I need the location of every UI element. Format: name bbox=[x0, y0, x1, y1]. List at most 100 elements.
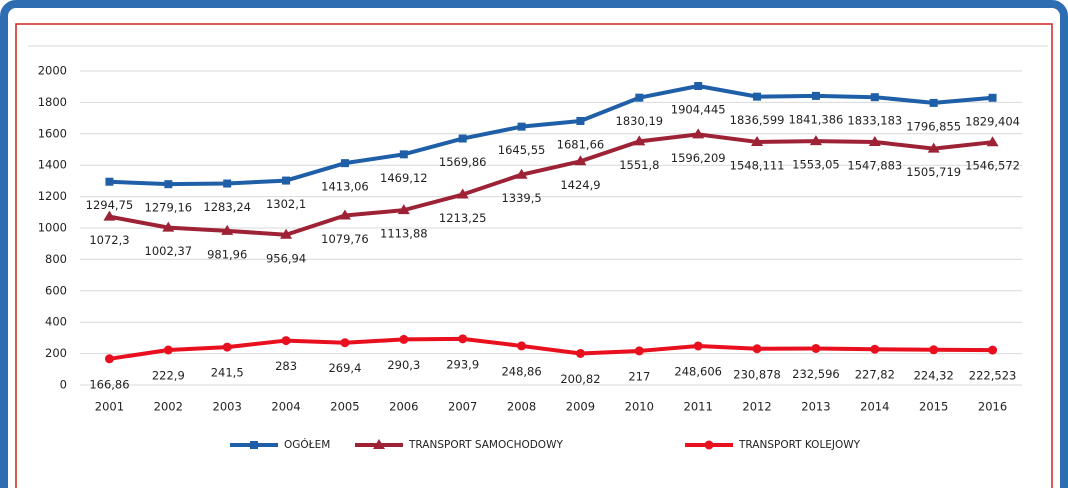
legend-label: TRANSPORT KOLEJOWY bbox=[738, 439, 861, 451]
inner-frame bbox=[15, 23, 1053, 488]
data-label: 217 bbox=[628, 369, 650, 383]
x-tick-label: 2010 bbox=[625, 400, 654, 414]
point bbox=[635, 93, 644, 102]
data-label: 1830,19 bbox=[616, 114, 664, 128]
data-label: 1833,183 bbox=[847, 114, 902, 128]
data-label: 1213,25 bbox=[439, 211, 487, 225]
data-label: 1547,883 bbox=[847, 158, 902, 172]
data-label: 248,86 bbox=[501, 364, 541, 378]
data-label: 230,878 bbox=[733, 367, 781, 381]
point bbox=[868, 135, 881, 146]
data-label: 1279,16 bbox=[145, 201, 193, 215]
x-tick-label: 2005 bbox=[330, 400, 359, 414]
x-tick-label: 2014 bbox=[860, 400, 889, 414]
data-label: 1548,111 bbox=[730, 158, 785, 172]
series-line bbox=[109, 132, 993, 237]
point bbox=[103, 210, 116, 221]
point bbox=[458, 134, 467, 143]
legend-label: OGÓŁEM bbox=[284, 438, 330, 451]
data-label: 1596,209 bbox=[671, 151, 726, 165]
point bbox=[515, 168, 528, 179]
point bbox=[929, 345, 939, 355]
data-label: 1553,05 bbox=[792, 158, 840, 172]
legend-marker bbox=[704, 440, 714, 450]
data-label: 1796,855 bbox=[906, 119, 961, 133]
data-label: 1002,37 bbox=[145, 244, 193, 258]
point bbox=[634, 346, 644, 356]
point bbox=[517, 341, 527, 351]
point bbox=[988, 345, 998, 355]
point bbox=[222, 342, 232, 352]
series-line bbox=[109, 84, 993, 187]
y-tick-label: 0 bbox=[60, 378, 67, 392]
data-label: 1424,9 bbox=[560, 178, 600, 192]
data-label: 1829,404 bbox=[965, 114, 1020, 128]
data-label: 956,94 bbox=[266, 251, 306, 265]
point bbox=[693, 341, 703, 351]
point bbox=[282, 176, 291, 185]
data-label: 290,3 bbox=[387, 358, 420, 372]
x-tick-label: 2013 bbox=[801, 400, 830, 414]
point bbox=[753, 92, 762, 101]
x-tick-label: 2011 bbox=[684, 400, 713, 414]
x-tick-label: 2004 bbox=[271, 400, 300, 414]
data-label: 1469,12 bbox=[380, 171, 428, 185]
y-tick-label: 600 bbox=[45, 283, 67, 297]
legend-label: TRANSPORT SAMOCHODOWY bbox=[408, 439, 563, 451]
y-tick-label: 200 bbox=[45, 346, 67, 360]
point bbox=[988, 93, 997, 102]
data-label: 227,82 bbox=[855, 368, 895, 382]
point bbox=[692, 128, 705, 139]
x-tick-label: 2003 bbox=[213, 400, 242, 414]
point bbox=[633, 135, 646, 146]
data-label: 1904,445 bbox=[671, 103, 726, 117]
point bbox=[809, 135, 822, 146]
data-label: 232,596 bbox=[792, 367, 840, 381]
point bbox=[870, 93, 879, 102]
point bbox=[986, 136, 999, 147]
data-label: 200,82 bbox=[560, 372, 600, 386]
point bbox=[280, 228, 293, 239]
data-label: 1546,572 bbox=[965, 159, 1020, 173]
point bbox=[870, 344, 880, 354]
x-tick-label: 2016 bbox=[978, 400, 1007, 414]
y-tick-label: 1400 bbox=[38, 158, 67, 172]
x-tick-label: 2009 bbox=[566, 400, 595, 414]
data-label: 981,96 bbox=[207, 247, 247, 261]
point bbox=[338, 209, 351, 220]
point bbox=[456, 188, 469, 199]
point bbox=[281, 336, 291, 346]
data-label: 1551,8 bbox=[619, 158, 659, 172]
point bbox=[399, 150, 408, 159]
legend-marker bbox=[373, 439, 385, 449]
point bbox=[221, 224, 234, 235]
x-tick-label: 2012 bbox=[742, 400, 771, 414]
data-label: 1113,88 bbox=[380, 227, 428, 241]
point bbox=[399, 334, 409, 344]
y-tick-label: 800 bbox=[45, 252, 67, 266]
data-label: 283 bbox=[275, 359, 297, 373]
point bbox=[104, 354, 114, 364]
x-tick-label: 2008 bbox=[507, 400, 536, 414]
data-label: 1413,06 bbox=[321, 180, 369, 194]
data-label: 222,523 bbox=[969, 369, 1017, 383]
y-tick-label: 1600 bbox=[38, 126, 67, 140]
data-label: 224,32 bbox=[914, 368, 954, 382]
data-label: 222,9 bbox=[152, 369, 185, 383]
data-label: 1283,24 bbox=[203, 200, 251, 214]
point bbox=[751, 135, 764, 146]
data-label: 1645,55 bbox=[498, 143, 546, 157]
x-tick-label: 2006 bbox=[389, 400, 418, 414]
point bbox=[517, 122, 526, 131]
data-label: 1079,76 bbox=[321, 232, 369, 246]
x-tick-label: 2015 bbox=[919, 400, 948, 414]
point bbox=[340, 338, 350, 348]
data-label: 1302,1 bbox=[266, 197, 306, 211]
point bbox=[397, 204, 410, 215]
point bbox=[458, 334, 468, 344]
point bbox=[574, 155, 587, 166]
data-label: 293,9 bbox=[446, 357, 479, 371]
x-tick-label: 2002 bbox=[154, 400, 183, 414]
x-tick-label: 2001 bbox=[95, 400, 124, 414]
x-tick-label: 2007 bbox=[448, 400, 477, 414]
